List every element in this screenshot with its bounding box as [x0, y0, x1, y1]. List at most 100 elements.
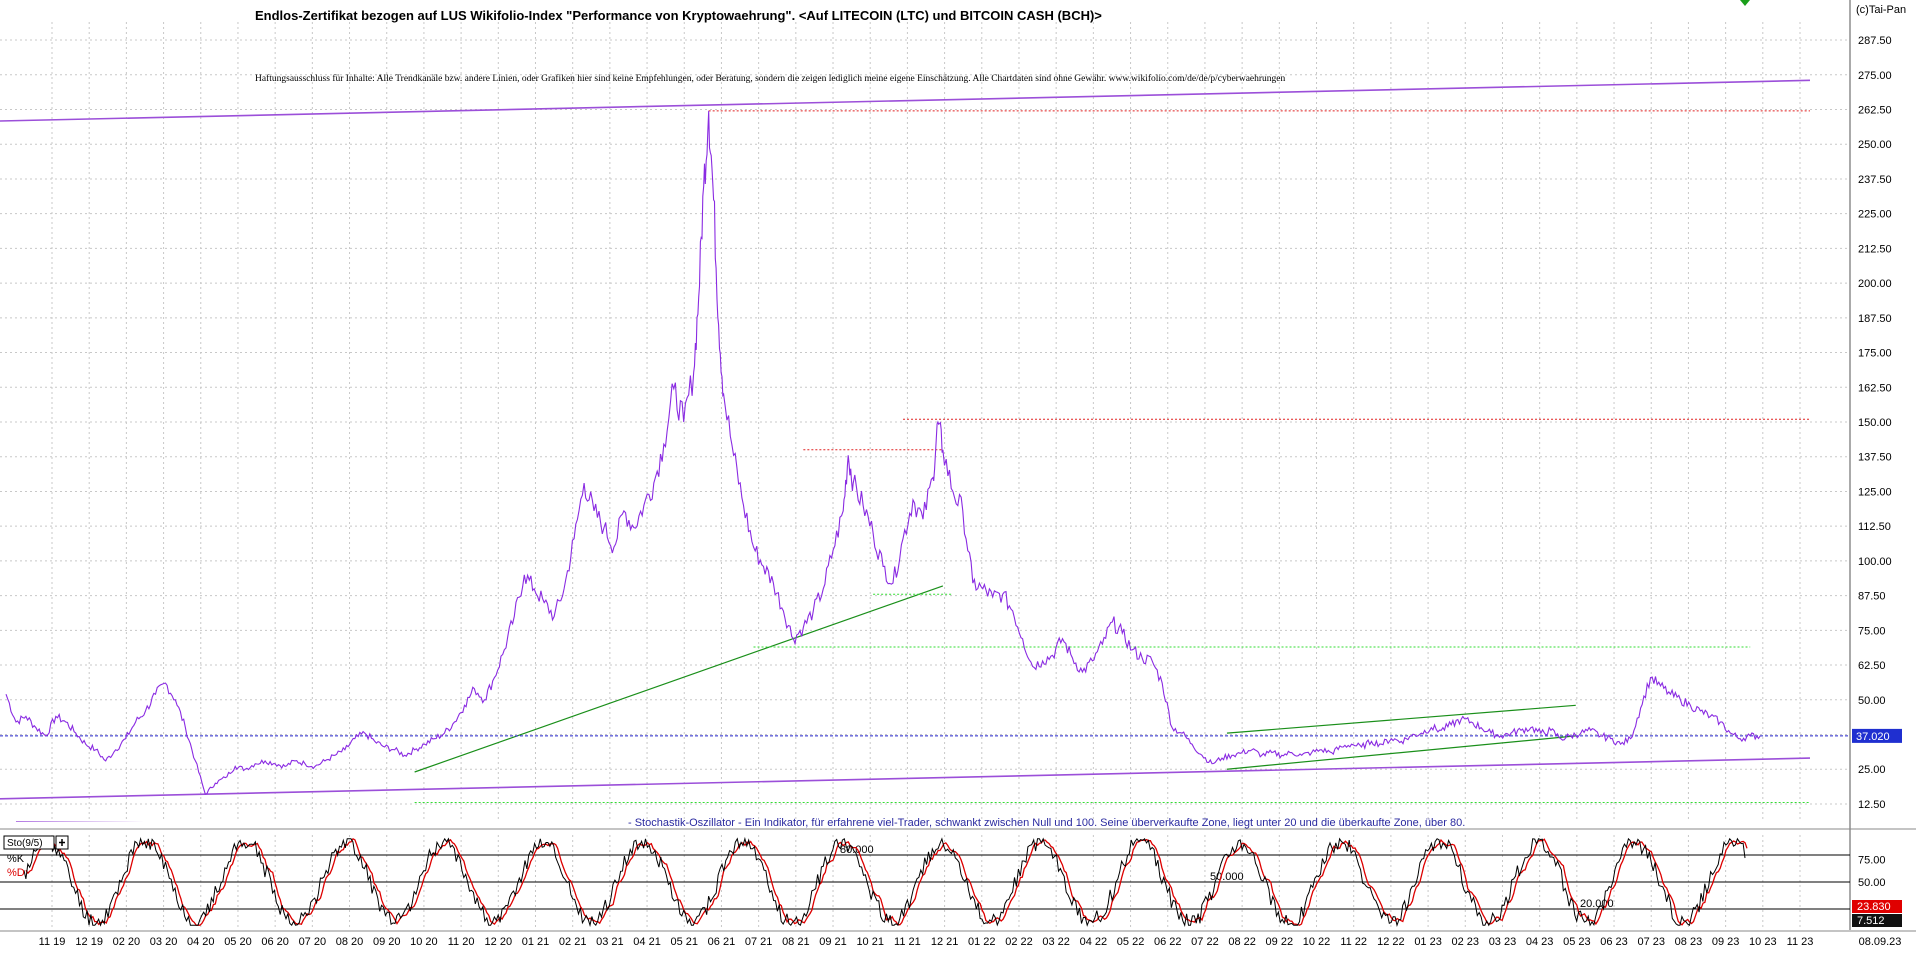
sto-box-label: Sto(9/5) [7, 838, 43, 849]
y-tick-label: 212.50 [1858, 243, 1892, 255]
stochastic-legend: Sto(9/5) %K %D [3, 835, 69, 879]
trend-line-green [1226, 735, 1576, 770]
x-tick-label: 09 22 [1266, 936, 1294, 948]
x-tick-label: 07 21 [745, 936, 773, 948]
y-tick-label: 175.00 [1858, 348, 1892, 360]
x-tick-label: 09 23 [1712, 936, 1740, 948]
x-tick-label: 03 21 [596, 936, 624, 948]
x-tick-label: 10 22 [1303, 936, 1331, 948]
plus-icon[interactable] [55, 835, 69, 850]
sto-box[interactable] [3, 835, 55, 850]
x-tick-label: 02 20 [113, 936, 141, 948]
y-tick-label: 225.00 [1858, 209, 1892, 221]
sto-tick-label: 75.00 [1858, 855, 1886, 867]
sto-tick-label: 50.00 [1858, 877, 1886, 889]
x-tick-label: 08 23 [1675, 936, 1703, 948]
chart-title: Endlos-Zertifikat bezogen auf LUS Wikifo… [255, 8, 1102, 23]
x-tick-label: 08 21 [782, 936, 810, 948]
x-tick-label: 12 19 [75, 936, 103, 948]
x-tick-label: 04 20 [187, 936, 215, 948]
x-tick-label: 12 20 [485, 936, 513, 948]
y-tick-label: 237.50 [1858, 174, 1892, 186]
d-label: %D [7, 867, 25, 879]
x-tick-label: 01 21 [522, 936, 550, 948]
x-tick-label: 09 21 [819, 936, 847, 948]
x-tick-label: 05 22 [1117, 936, 1145, 948]
x-tick-label: 11 19 [39, 936, 66, 948]
x-tick-label: 02 21 [559, 936, 587, 948]
y-tick-label: 125.00 [1858, 486, 1892, 498]
x-tick-label: 02 23 [1452, 936, 1480, 948]
y-tick-label: 12.50 [1858, 799, 1886, 811]
x-tick-label: 04 23 [1526, 936, 1554, 948]
x-tick-label: 11 22 [1340, 936, 1367, 948]
y-tick-label: 200.00 [1858, 278, 1892, 290]
y-tick-label: 62.50 [1858, 660, 1886, 672]
x-tick-label: 05 23 [1563, 936, 1591, 948]
trend-line-purple [0, 79, 1811, 122]
current-value-badge: 37.020 [1852, 728, 1902, 743]
time-x-axis: 11 19 12 19 02 20 03 20 04 20 05 20 06 20 07 20… [39, 936, 1902, 948]
x-tick-label: 06 21 [708, 936, 736, 948]
y-tick-label: 137.50 [1858, 452, 1892, 464]
stoch-k-line [23, 836, 1746, 927]
x-tick-label: 07 22 [1191, 936, 1219, 948]
trend-annotations [0, 79, 1850, 822]
copyright-label: (c)Tai-Pan [1856, 4, 1906, 16]
stoch-d-line [25, 837, 1748, 926]
y-tick-label: 287.50 [1858, 35, 1892, 47]
trend-line-purple [0, 757, 1811, 800]
x-tick-label: 07 20 [299, 936, 327, 948]
x-tick-label: 07 23 [1637, 936, 1665, 948]
x-tick-label: 02 22 [1005, 936, 1033, 948]
x-tick-label: 05 20 [224, 936, 252, 948]
trend-line-green [1226, 704, 1576, 734]
price-y-axis: 287.50 275.00 262.50 250.00 237.50 225.00 212.… [1858, 35, 1892, 811]
k-value-badge: 23.830 [1852, 900, 1902, 913]
d-value-badge: 7.512 [1852, 914, 1902, 927]
x-tick-label: 12 21 [931, 936, 959, 948]
x-tick-label: 08 22 [1228, 936, 1256, 948]
disclaimer-text: Haftungsausschluss für Inhalte: Alle Tre… [255, 73, 1286, 84]
x-tick-label: 10 20 [410, 936, 438, 948]
y-tick-label: 187.50 [1858, 313, 1892, 325]
k-value-text: 23.830 [1857, 901, 1891, 913]
y-tick-label: 262.50 [1858, 105, 1892, 117]
x-tick-label: 01 23 [1414, 936, 1442, 948]
x-tick-label: 10 21 [856, 936, 884, 948]
price-grid [0, 22, 1850, 822]
stochastic-series [23, 836, 1748, 927]
x-tick-label: 01 22 [968, 936, 996, 948]
x-tick-label: 05 21 [670, 936, 698, 948]
x-tick-label: 03 22 [1042, 936, 1070, 948]
k-label: %K [7, 853, 25, 865]
y-tick-label: 25.00 [1858, 764, 1886, 776]
x-tick-label: 06 22 [1154, 936, 1182, 948]
indicator-note: - Stochastik-Oszillator - Ein Indikator,… [628, 817, 1465, 829]
x-tick-label: 11 20 [448, 936, 475, 948]
y-tick-label: 112.50 [1858, 521, 1891, 533]
d-value-text: 7.512 [1857, 915, 1885, 927]
price-line [5, 110, 1761, 795]
x-tick-label: 03 23 [1489, 936, 1517, 948]
x-tick-label: 08.09.23 [1859, 936, 1902, 948]
y-tick-label: 250.00 [1858, 139, 1892, 151]
trend-line-green [414, 585, 944, 773]
x-tick-label: 10 23 [1749, 936, 1777, 948]
x-tick-label: 04 21 [633, 936, 661, 948]
price-series [5, 110, 1761, 795]
x-tick-label: 06 23 [1600, 936, 1628, 948]
y-tick-label: 50.00 [1858, 695, 1886, 707]
y-tick-label: 150.00 [1858, 417, 1892, 429]
green-marker-icon [1740, 0, 1750, 6]
current-value-text: 37.020 [1856, 731, 1890, 743]
y-tick-label: 100.00 [1858, 556, 1892, 568]
x-tick-label: 06 20 [261, 936, 289, 948]
x-tick-label: 09 20 [373, 936, 401, 948]
x-tick-label: 08 20 [336, 936, 364, 948]
y-tick-label: 87.50 [1858, 591, 1886, 603]
x-tick-label: 11 21 [894, 936, 921, 948]
